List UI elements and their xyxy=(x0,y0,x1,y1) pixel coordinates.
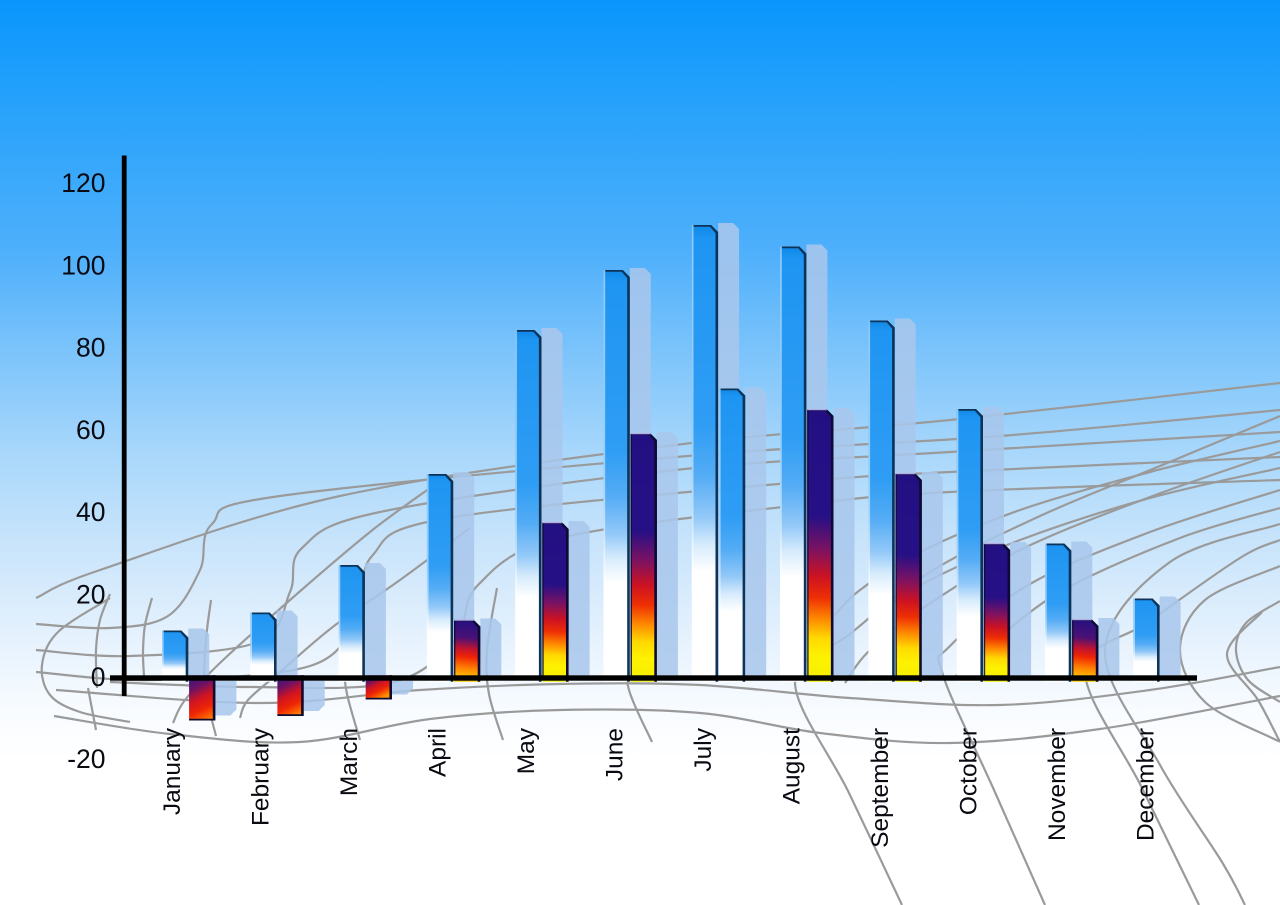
svg-text:100: 100 xyxy=(61,250,105,280)
svg-text:April: April xyxy=(425,728,452,777)
svg-text:June: June xyxy=(602,728,629,781)
svg-text:December: December xyxy=(1133,728,1160,841)
svg-text:March: March xyxy=(336,728,363,796)
svg-text:-20: -20 xyxy=(67,744,105,774)
svg-text:80: 80 xyxy=(76,333,105,363)
svg-text:August: August xyxy=(779,728,806,804)
svg-text:40: 40 xyxy=(76,497,105,527)
svg-text:May: May xyxy=(513,727,540,774)
svg-text:20: 20 xyxy=(76,580,105,610)
svg-text:July: July xyxy=(690,727,717,771)
svg-text:60: 60 xyxy=(76,415,105,445)
svg-text:September: September xyxy=(867,728,894,848)
svg-text:October: October xyxy=(956,728,983,815)
svg-text:0: 0 xyxy=(91,662,106,692)
svg-text:November: November xyxy=(1044,728,1071,841)
svg-text:120: 120 xyxy=(61,168,105,198)
svg-text:January: January xyxy=(159,727,186,815)
svg-text:February: February xyxy=(248,727,275,826)
